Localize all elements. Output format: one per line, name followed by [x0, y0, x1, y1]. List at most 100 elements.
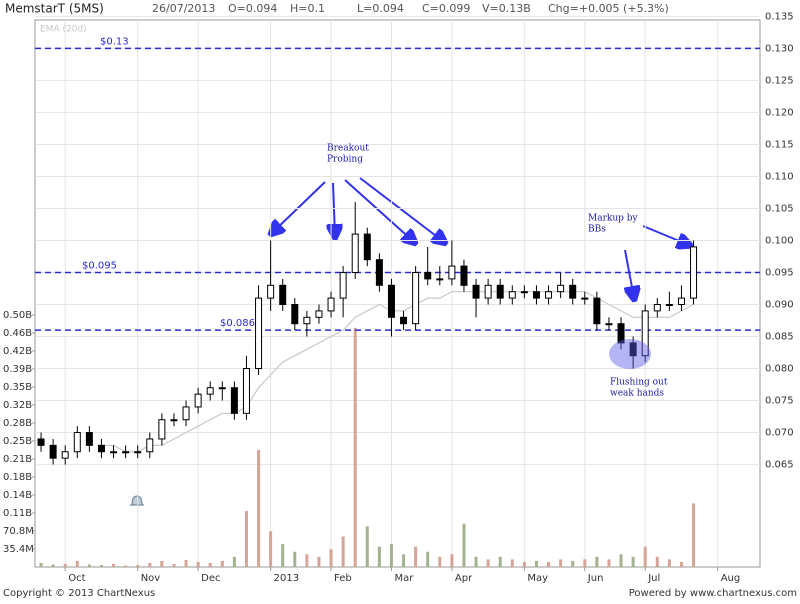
- close: C=0.099: [422, 2, 470, 15]
- y-tick-label: 0.095: [765, 267, 794, 278]
- volume-bar: [547, 561, 551, 567]
- volume-bar: [498, 556, 502, 567]
- candle-body: [255, 297, 263, 370]
- candle-body: [412, 271, 420, 325]
- volume-bar: [232, 556, 236, 567]
- low: L=0.094: [357, 2, 404, 15]
- volume-bar: [655, 556, 659, 567]
- volume-bar: [317, 556, 321, 567]
- volume-bar: [365, 526, 369, 567]
- volume-bar: [510, 559, 514, 567]
- y-tick-label: 0.090: [765, 300, 794, 311]
- volume-bar: [257, 450, 261, 567]
- candle-body: [448, 265, 456, 280]
- y-tick-label: 0.125: [765, 75, 794, 86]
- annotation: Markup by: [588, 214, 639, 224]
- candle-body: [339, 271, 347, 299]
- volume-bar: [667, 559, 671, 567]
- arrows: [272, 177, 689, 298]
- y2-tick-label: 0.42B: [3, 346, 32, 357]
- volume-bar: [619, 554, 623, 567]
- y-tick-label: 0.085: [765, 332, 794, 343]
- volume-bar: [329, 549, 333, 567]
- volume-bar: [63, 563, 67, 567]
- y2-tick-label: 35.4M: [3, 544, 34, 555]
- volume-bar: [559, 559, 563, 567]
- candle-body: [242, 368, 250, 414]
- volume-bar: [414, 546, 418, 567]
- volume-bar: [450, 554, 454, 567]
- y2-tick-label: 0.50B: [3, 310, 32, 321]
- symbol: MemstarT (5MS): [5, 2, 104, 16]
- annotation: BBs: [588, 225, 606, 235]
- volume-bar: [402, 554, 406, 567]
- candle-body: [267, 284, 275, 299]
- y-tick-label: 0.105: [765, 203, 794, 214]
- arrow: [344, 179, 414, 242]
- volume-bar: [244, 511, 248, 567]
- level-label: $0.13: [100, 36, 129, 47]
- x-tick-label: Jul: [647, 573, 660, 584]
- volume-bar: [462, 523, 466, 567]
- y-tick-label: 0.110: [765, 171, 794, 182]
- volume-bar: [474, 556, 478, 567]
- candle-body: [400, 316, 408, 325]
- candle-body: [146, 438, 154, 453]
- y-tick-label: 0.120: [765, 107, 794, 118]
- candle-body: [690, 246, 698, 299]
- ema-line: [101, 291, 694, 453]
- candle-body: [460, 265, 468, 286]
- candle-body: [557, 284, 565, 293]
- candle-body: [653, 304, 661, 312]
- candle-body: [605, 323, 613, 326]
- candle-body: [170, 419, 178, 422]
- open: O=0.094: [228, 2, 277, 15]
- candle-body: [375, 259, 383, 286]
- volume-bar: [643, 546, 647, 567]
- date: 26/07/2013: [152, 2, 215, 15]
- y2-tick-label: 0.25B: [3, 436, 32, 447]
- y-tick-label: 0.070: [765, 428, 794, 439]
- volume-bar: [184, 559, 188, 567]
- y2-tick-label: 0.28B: [3, 418, 32, 429]
- volume-bar: [293, 551, 297, 567]
- y-tick-label: 0.100: [765, 235, 794, 246]
- highlight-ellipse: [609, 339, 651, 369]
- arrow: [642, 225, 689, 245]
- candle-body: [617, 323, 625, 344]
- volume-bar: [172, 563, 176, 567]
- arrow: [272, 181, 326, 233]
- volume-bar: [426, 551, 430, 567]
- volume-bar: [341, 536, 345, 567]
- candle-body: [508, 291, 516, 299]
- candle-body: [327, 297, 335, 312]
- candle-body: [303, 316, 311, 325]
- volume-bar: [389, 544, 393, 567]
- volume-bar: [160, 560, 164, 567]
- volume-bar: [281, 544, 285, 567]
- candle-body: [49, 444, 57, 459]
- candle-body: [110, 451, 118, 454]
- level-label: $0.095: [82, 260, 117, 271]
- candle-body: [351, 233, 359, 273]
- legend-entry: EMA (20d): [40, 25, 87, 35]
- volume-bar: [39, 562, 43, 567]
- arrow: [625, 249, 634, 298]
- candle-body: [387, 284, 395, 318]
- x-tick-label: Jun: [587, 573, 604, 584]
- annotation: weak hands: [610, 389, 664, 399]
- x-tick-label: Nov: [141, 573, 161, 584]
- candle-body: [158, 419, 166, 440]
- volume-bar: [112, 563, 116, 567]
- volume-bar: [148, 562, 152, 567]
- copyright: Copyright © 2013 ChartNexus: [3, 588, 155, 599]
- high: H=0.1: [290, 2, 325, 15]
- powered-by: Powered by www.chartnexus.com: [629, 588, 797, 599]
- arrow: [333, 182, 335, 236]
- volume: V=0.13B: [482, 2, 531, 15]
- candle-body: [194, 393, 202, 408]
- volume-bar: [595, 556, 599, 567]
- candle-body: [363, 233, 371, 261]
- volume-bar: [534, 560, 538, 567]
